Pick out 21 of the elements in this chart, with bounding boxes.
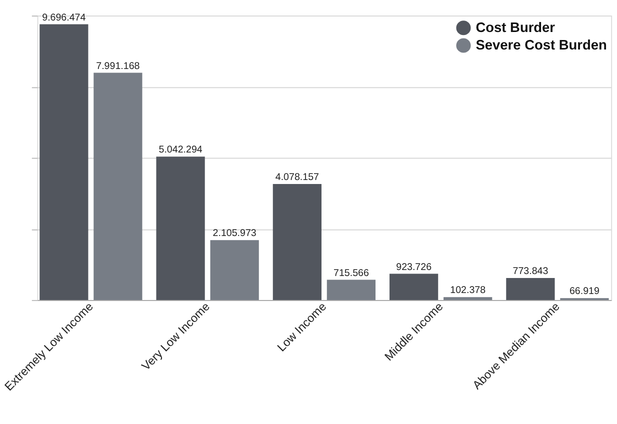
bar	[40, 24, 88, 300]
bar	[390, 274, 438, 300]
bar	[506, 278, 555, 300]
data-label: 2.105.973	[212, 228, 257, 240]
data-label: 7.991.168	[96, 60, 140, 72]
data-label: 923.726	[396, 262, 432, 273]
bar	[326, 280, 376, 300]
legend-label: Cost Burder	[476, 20, 556, 35]
legend-label: Severe Cost Burden	[476, 37, 607, 52]
bar	[210, 240, 259, 300]
data-label: 102.378	[450, 285, 486, 296]
bar	[272, 184, 322, 300]
data-label: 5.042.294	[158, 144, 203, 156]
data-label: 9.696.474	[42, 12, 86, 24]
bar	[94, 72, 142, 300]
data-label: 4.078.157	[275, 172, 319, 184]
data-label: 715.566	[333, 268, 370, 279]
data-label: 773.843	[512, 266, 549, 278]
bar	[444, 297, 492, 300]
bar	[156, 156, 205, 300]
data-label: 66.919	[569, 286, 600, 298]
